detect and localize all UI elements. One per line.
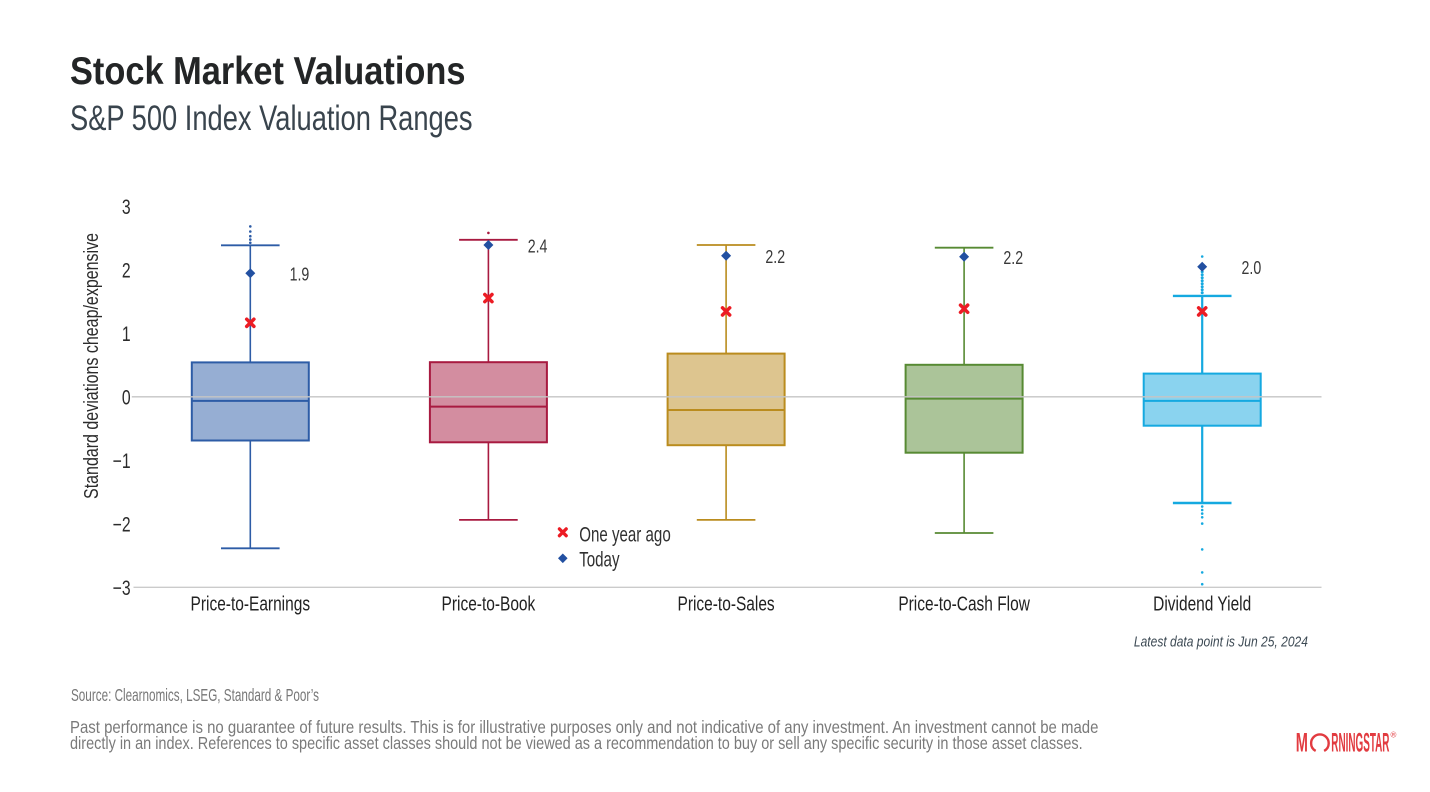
svg-text:2: 2: [122, 258, 131, 282]
svg-text:3: 3: [122, 195, 131, 219]
svg-text:One year ago: One year ago: [579, 522, 671, 546]
svg-text:Price-to-Cash Flow: Price-to-Cash Flow: [898, 592, 1030, 615]
svg-text:−3: −3: [113, 576, 131, 600]
svg-text:RNINGSTAR: RNINGSTAR: [1331, 729, 1389, 758]
svg-text:®: ®: [1391, 731, 1397, 740]
svg-text:Price-to-Earnings: Price-to-Earnings: [191, 592, 311, 615]
svg-text:2.2: 2.2: [765, 247, 785, 267]
svg-text:2.4: 2.4: [528, 237, 548, 257]
svg-text:Price-to-Book: Price-to-Book: [442, 592, 537, 615]
svg-text:Today: Today: [579, 547, 620, 571]
svg-text:1: 1: [122, 322, 131, 346]
svg-text:−1: −1: [113, 449, 131, 473]
svg-text:2.2: 2.2: [1003, 248, 1023, 268]
svg-text:Standard deviations cheap/expe: Standard deviations cheap/expensive: [80, 233, 102, 499]
svg-text:Dividend Yield: Dividend Yield: [1153, 592, 1251, 615]
svg-text:0: 0: [122, 385, 131, 409]
svg-text:Price-to-Sales: Price-to-Sales: [678, 592, 775, 615]
svg-text:1.9: 1.9: [290, 265, 310, 285]
svg-text:M: M: [1296, 728, 1308, 758]
svg-text:2.0: 2.0: [1242, 258, 1262, 278]
svg-text:−2: −2: [113, 512, 131, 536]
svg-text:Latest data point is Jun 25, 2: Latest data point is Jun 25, 2024: [1134, 633, 1308, 649]
